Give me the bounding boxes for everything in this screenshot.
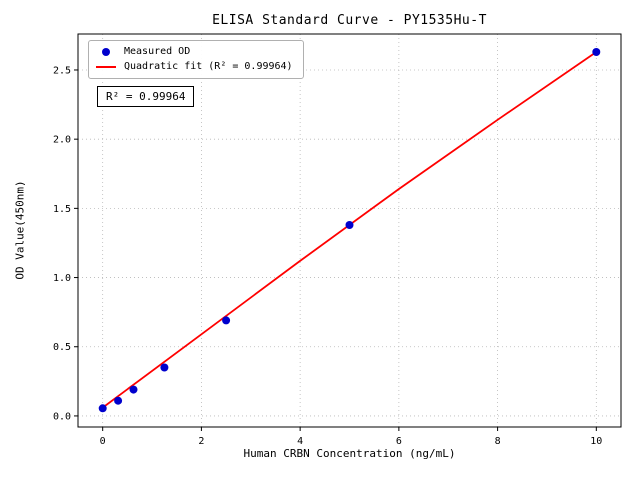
y-tick-label: 2.0: [53, 135, 71, 146]
y-tick-label: 1.5: [53, 204, 71, 215]
data-point: [129, 385, 138, 394]
scatter-marker-icon: [102, 48, 110, 56]
x-axis-label: Human CRBN Concentration (ng/mL): [243, 447, 456, 460]
axes-border: [77, 33, 622, 428]
y-axis-label: OD Value(450nm): [13, 180, 27, 280]
legend: Measured OD Quadratic fit (R² = 0.99964): [88, 40, 304, 79]
x-tick-label: 0: [100, 436, 106, 447]
y-tick-label: 2.5: [53, 65, 71, 76]
legend-item-measured-od: Measured OD: [96, 47, 293, 57]
data-point: [345, 221, 354, 229]
data-point: [114, 396, 123, 405]
legend-label-quadratic-fit: Quadratic fit (R² = 0.99964): [124, 61, 293, 72]
legend-item-quadratic-fit: Quadratic fit (R² = 0.99964): [96, 62, 293, 72]
chart-title: ELISA Standard Curve - PY1535Hu-T: [212, 13, 487, 28]
x-tick-label: 8: [495, 436, 501, 447]
y-tick-label: 0.0: [53, 411, 71, 422]
data-point: [98, 404, 107, 413]
x-tick-label: 10: [590, 436, 602, 447]
x-tick-label: 4: [297, 436, 303, 447]
x-tick-label: 6: [396, 436, 402, 447]
data-point: [160, 363, 169, 372]
r-squared-annotation: R² = 0.99964: [97, 86, 195, 107]
legend-label-measured-od: Measured OD: [124, 46, 191, 57]
x-tick-label: 2: [198, 436, 204, 447]
data-point: [222, 316, 231, 325]
data-point: [592, 48, 601, 56]
y-tick-label: 1.0: [53, 273, 71, 284]
line-marker-icon: [96, 66, 116, 68]
y-tick-label: 0.5: [53, 342, 71, 353]
